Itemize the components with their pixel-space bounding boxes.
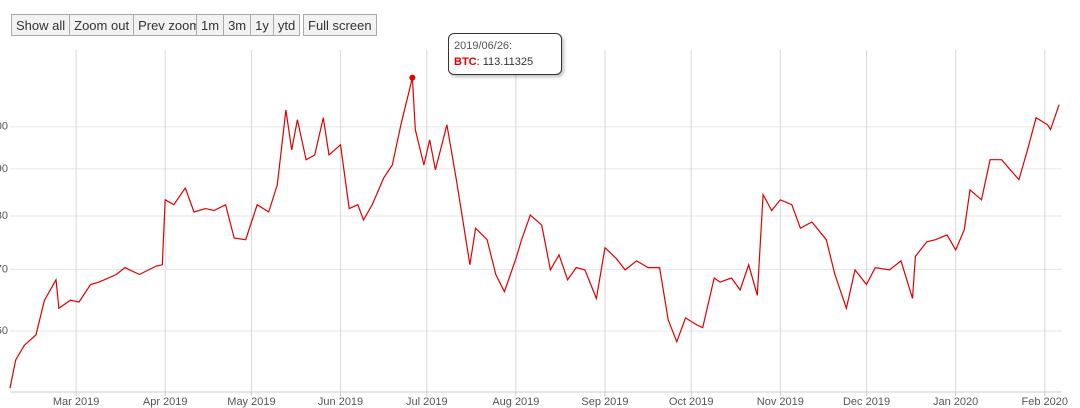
x-tick-label: Nov 2019 <box>757 396 804 408</box>
fullscreen-group: Full screen <box>303 14 377 36</box>
y-tick-label: 90 <box>0 163 8 175</box>
x-tick-label: Sep 2019 <box>581 396 628 408</box>
tooltip: 2019/06/26: BTC113.11325 <box>448 33 562 75</box>
zoom-buttons: Show all Zoom out Prev zoom <box>11 14 206 36</box>
tooltip-value: 113.11325 <box>477 56 534 68</box>
x-tick-label: Mar 2019 <box>53 396 99 408</box>
range-button[interactable]: ytd <box>272 14 301 36</box>
x-tick-label: Jun 2019 <box>318 396 363 408</box>
zoom-button[interactable]: Zoom out <box>69 14 135 36</box>
y-tick-label: 80 <box>0 210 8 222</box>
x-tick-label: Aug 2019 <box>492 396 539 408</box>
x-tick-label: Jul 2019 <box>406 396 448 408</box>
x-tick-label: Jan 2020 <box>933 396 978 408</box>
range-buttons: 1m 3m 1y ytd <box>196 14 301 36</box>
x-tick-label: Feb 2020 <box>1022 396 1068 408</box>
y-tick-label: 100 <box>0 121 8 133</box>
y-tick-label: 70 <box>0 263 8 275</box>
range-button[interactable]: 3m <box>223 14 252 36</box>
x-tick-label: Oct 2019 <box>669 396 714 408</box>
fullscreen-button[interactable]: Full screen <box>303 14 377 36</box>
tooltip-row: BTC113.11325 <box>454 56 533 68</box>
zoom-button[interactable]: Prev zoom <box>133 14 206 36</box>
x-tick-label: May 2019 <box>227 396 275 408</box>
x-tick-label: Dec 2019 <box>843 396 890 408</box>
series-line <box>9 77 1060 389</box>
highlight-point <box>409 74 416 81</box>
zoom-button[interactable]: Show all <box>11 14 71 36</box>
range-button[interactable]: 1m <box>196 14 225 36</box>
y-tick-label: 60 <box>0 325 8 337</box>
tooltip-date: 2019/06/26: <box>454 40 513 52</box>
range-button[interactable]: 1y <box>250 14 274 36</box>
tooltip-series: BTC <box>454 56 477 68</box>
x-tick-label: Apr 2019 <box>143 396 188 408</box>
